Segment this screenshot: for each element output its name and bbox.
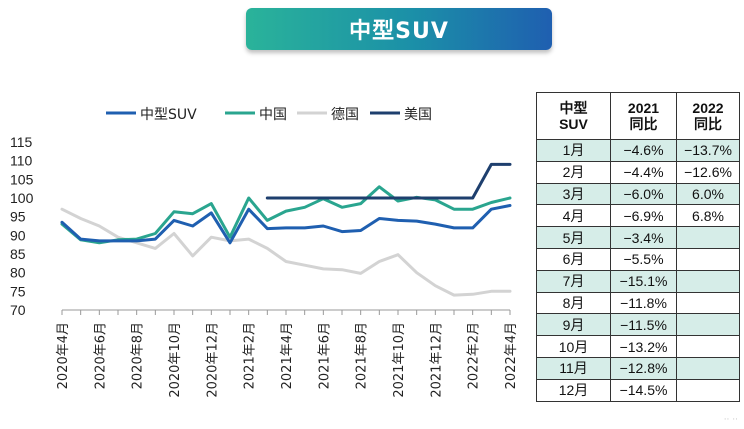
series-line-2 — [60, 207, 512, 297]
table-row: 6月 −5.5% — [536, 247, 740, 271]
series-line-1 — [60, 185, 512, 245]
yoy-2021-cell: −3.4% — [610, 226, 677, 249]
table-body: 1月 −4.6% −13.7% 2月 −4.4% −12.6% 3月 −6.0% 6.0% 4月 −… — [536, 139, 740, 402]
table-row: 4月 −6.9% 6.8% — [536, 204, 740, 228]
yoy-2021-cell: −14.5% — [610, 378, 677, 402]
legend-label: 美国 — [404, 107, 432, 123]
x-axis: 2020年4月 2020年6月 2020年8月 2020年10月 2020年12月 202… — [56, 309, 519, 398]
yoy-2022-cell — [676, 247, 740, 271]
header-cell: 2022 同比 — [676, 92, 740, 140]
table-row: 11月 −12.8% — [536, 356, 740, 380]
series-line-0 — [60, 204, 512, 245]
line-chart: 中型SUV 中国 德国 美国 70 75 80 85 90 95 100 105 110 115 202… — [10, 107, 519, 398]
yoy-2022-cell — [676, 335, 740, 358]
table-row: 7月 −15.1% — [536, 269, 740, 293]
y-tick-label: 115 — [10, 134, 33, 150]
y-tick-label: 100 — [10, 190, 34, 206]
x-tick-label: 2020年4月 — [56, 322, 71, 389]
month-cell: 11月 — [536, 356, 611, 380]
x-tick-label: 2020年8月 — [131, 322, 146, 389]
yoy-table: 中型 SUV 2021 同比 2022 同比 1月 −4.6% −13.7% 2月 −4… — [536, 92, 740, 402]
yoy-2022-cell — [676, 356, 740, 380]
banner-title: 中型SUV — [349, 19, 449, 44]
month-cell: 1月 — [536, 139, 611, 162]
watermark: ·· ·· — [723, 415, 738, 425]
month-cell: 8月 — [536, 291, 611, 315]
table-row: 10月 −13.2% — [536, 335, 740, 358]
x-tick-label: 2022年4月 — [504, 322, 519, 389]
yoy-2022-cell — [676, 313, 740, 337]
header-text: 2022 同比 — [692, 100, 724, 132]
yoy-2021-cell: −15.1% — [610, 269, 677, 293]
series-line-3 — [265, 162, 512, 200]
month-cell: 5月 — [536, 226, 611, 249]
month-cell: 10月 — [536, 335, 611, 358]
x-tick-label: 2021年12月 — [429, 322, 444, 398]
table-row: 3月 −6.0% 6.0% — [536, 182, 740, 206]
plot-lines — [60, 162, 512, 297]
yoy-2021-cell: −4.4% — [610, 160, 677, 184]
yoy-2021-cell: −11.5% — [610, 313, 677, 337]
x-tick-label: 2021年2月 — [243, 322, 258, 389]
month-cell: 9月 — [536, 313, 611, 337]
table-row: 2月 −4.4% −12.6% — [536, 160, 740, 184]
header-text: 2021 同比 — [627, 100, 660, 132]
legend-label: 中型SUV — [140, 107, 197, 123]
yoy-2022-cell: −13.7% — [676, 139, 740, 162]
yoy-2021-cell: −6.9% — [610, 204, 677, 228]
month-cell: 4月 — [536, 204, 611, 228]
header-cell: 2021 同比 — [610, 92, 677, 140]
x-tick-label: 2022年2月 — [467, 322, 482, 389]
table-row: 8月 −11.8% — [536, 291, 740, 315]
table-row: 1月 −4.6% −13.7% — [536, 139, 740, 162]
y-tick-label: 85 — [10, 246, 26, 262]
x-tick-label: 2020年6月 — [93, 322, 108, 389]
legend: 中型SUV 中国 德国 美国 — [106, 107, 432, 123]
yoy-2022-cell — [676, 378, 740, 402]
yoy-table-wrap: 中型 SUV 2021 同比 2022 同比 1月 −4.6% −13.7% 2月 −4… — [536, 92, 740, 402]
y-tick-label: 75 — [10, 283, 26, 299]
header-text: 中型 SUV — [559, 100, 588, 132]
y-tick-label: 70 — [10, 302, 26, 318]
table-header-row: 中型 SUV 2021 同比 2022 同比 — [536, 92, 740, 140]
y-tick-label: 110 — [10, 153, 33, 169]
x-tick-label: 2021年6月 — [317, 322, 332, 389]
y-tick-label: 90 — [10, 227, 26, 243]
legend-label: 德国 — [331, 107, 359, 123]
table-row: 5月 −3.4% — [536, 226, 740, 249]
title-banner: 中型SUV — [246, 8, 552, 50]
y-tick-label: 105 — [10, 171, 34, 187]
yoy-2022-cell — [676, 226, 740, 249]
table-row: 9月 −11.5% — [536, 313, 740, 337]
yoy-2022-cell: −12.6% — [676, 160, 740, 184]
x-tick-label: 2021年4月 — [280, 322, 295, 389]
x-tick-label: 2020年10月 — [168, 322, 183, 398]
month-cell: 6月 — [536, 247, 611, 271]
y-axis: 70 75 80 85 90 95 100 105 110 115 — [10, 134, 34, 318]
x-tick-label: 2020年12月 — [205, 322, 220, 398]
month-cell: 2月 — [536, 160, 611, 184]
yoy-2021-cell: −13.2% — [610, 335, 677, 358]
x-tick-label: 2021年8月 — [355, 322, 370, 389]
yoy-2022-cell: 6.0% — [676, 182, 740, 206]
yoy-2021-cell: −4.6% — [610, 139, 677, 162]
yoy-2022-cell: 6.8% — [676, 204, 740, 228]
month-cell: 7月 — [536, 269, 611, 293]
yoy-2022-cell — [676, 291, 740, 315]
yoy-2021-cell: −12.8% — [610, 356, 677, 380]
y-tick-label: 80 — [10, 265, 26, 281]
x-tick-label: 2021年10月 — [392, 322, 407, 398]
header-cell: 中型 SUV — [536, 92, 611, 140]
yoy-2021-cell: −6.0% — [610, 182, 677, 206]
yoy-2021-cell: −11.8% — [610, 291, 677, 315]
table-row: 12月 −14.5% — [536, 378, 740, 402]
month-cell: 3月 — [536, 182, 611, 206]
yoy-2022-cell — [676, 269, 740, 293]
month-cell: 12月 — [536, 378, 611, 402]
y-tick-label: 95 — [10, 209, 26, 225]
legend-label: 中国 — [259, 107, 287, 123]
yoy-2021-cell: −5.5% — [610, 247, 677, 271]
